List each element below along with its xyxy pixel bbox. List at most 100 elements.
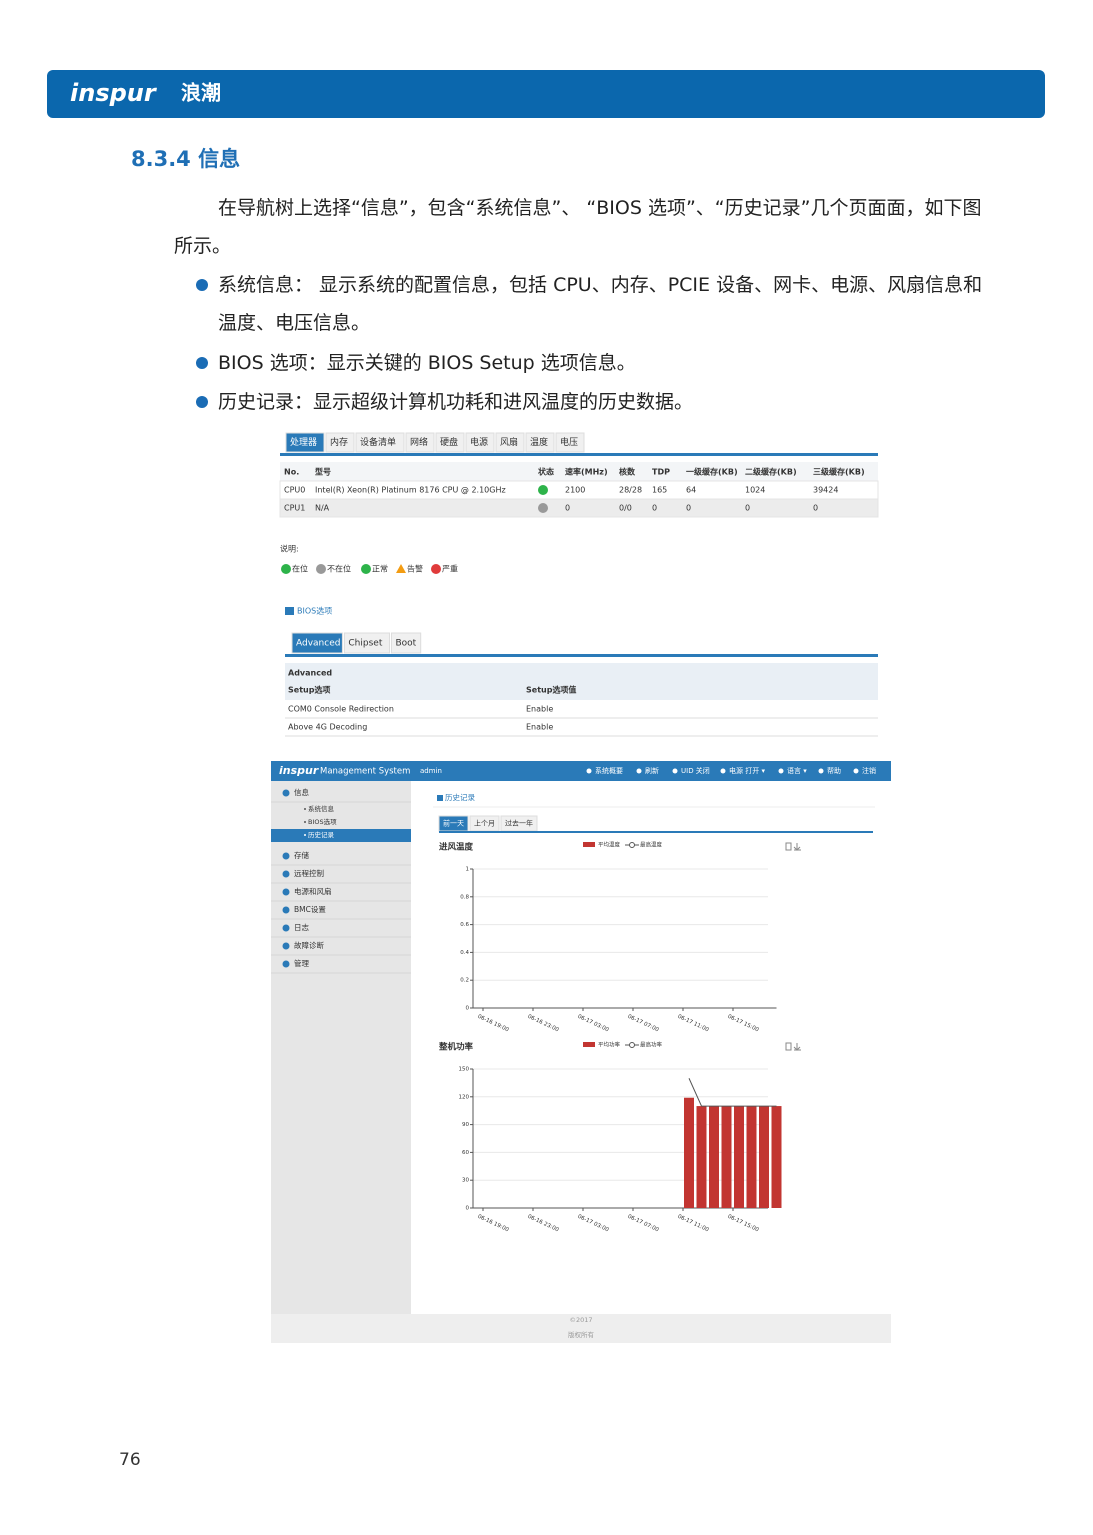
tab-label: 电压: [560, 436, 578, 448]
table-cell: N/A: [315, 504, 330, 513]
tab-label: 处理器: [290, 436, 317, 448]
bar: [734, 1106, 744, 1208]
table-cell: Enable: [526, 705, 553, 714]
sidebar-item: 管理: [294, 958, 309, 968]
tab-underline: [280, 453, 878, 456]
table-cell: 64: [686, 486, 696, 495]
table-cell: 1024: [745, 486, 765, 495]
nav-item: 注销: [862, 766, 876, 775]
legend-title: 说明:: [280, 544, 299, 554]
table-cell: 2100: [565, 486, 585, 495]
sidebar-item: 日志: [294, 922, 309, 932]
table-header: TDP: [652, 468, 670, 477]
page-number: 76: [119, 1450, 141, 1470]
bar: [746, 1106, 757, 1208]
status-dot: [538, 485, 548, 495]
tab: [405, 432, 435, 453]
footer-text: ©2017: [569, 1316, 592, 1324]
bar: [709, 1106, 719, 1208]
table-cell: 165: [652, 486, 667, 495]
tab-label: Chipset: [348, 639, 382, 649]
nav-icon: [586, 768, 592, 774]
tab: [435, 432, 465, 453]
legend-label: 最高温度: [640, 841, 663, 849]
table-cell: 0: [686, 504, 691, 513]
tab: [495, 432, 525, 453]
download-icon: [785, 1042, 792, 1051]
legend-icon: [396, 564, 406, 573]
tab-label: 前一天: [443, 819, 464, 828]
sidebar-item: 存储: [294, 850, 309, 860]
table-header: 核数: [619, 467, 636, 477]
table-header: 速率(MHz): [565, 467, 608, 477]
tab: [525, 432, 555, 453]
tab: [391, 632, 422, 654]
tab: [555, 432, 585, 453]
tab-label: Advanced: [296, 639, 340, 649]
y-tick-label: 30: [462, 1178, 469, 1184]
tab: [355, 432, 405, 453]
y-tick-label: 0.8: [460, 894, 469, 900]
tab-label: 设备清单: [360, 436, 396, 448]
y-tick-label: 120: [459, 1094, 470, 1100]
y-tick-label: 0: [466, 1006, 470, 1012]
section-icon: [437, 795, 443, 801]
table-cell: Above 4G Decoding: [288, 723, 367, 732]
logo: inspur: [70, 79, 158, 107]
table-cell: CPU0: [284, 486, 305, 495]
legend-label: 不在位: [327, 564, 351, 574]
legend-swatch: [583, 842, 595, 847]
top-bar: [271, 761, 891, 781]
table-header: 型号: [315, 467, 331, 477]
legend-label: 平均温度: [598, 841, 621, 849]
section-title: 8.3.4 信息: [131, 147, 240, 171]
group-bg: [285, 663, 878, 700]
sidebar-icon: [282, 888, 290, 896]
sidebar-icon: [282, 960, 290, 968]
tab-label: 上个月: [474, 819, 495, 828]
chart-title: 进风温度: [439, 842, 474, 853]
sidebar-icon: [282, 906, 290, 914]
sidebar-item: BMC设置: [294, 904, 326, 914]
bios-title: BIOS选项: [297, 606, 332, 616]
footer-text: 版权所有: [568, 1330, 595, 1339]
table-cell: Intel(R) Xeon(R) Platinum 8176 CPU @ 2.1…: [315, 486, 506, 495]
legend-label: 告警: [407, 564, 423, 574]
table-header: 状态: [538, 467, 554, 477]
y-tick-label: 60: [462, 1150, 469, 1156]
sidebar-icon: [282, 852, 290, 860]
nav-item: 语言 ▾: [787, 766, 807, 775]
nav-icon: [672, 768, 678, 774]
sidebar-icon: [282, 789, 290, 797]
sidebar-icon: [282, 870, 290, 878]
y-tick-label: 1: [466, 867, 470, 873]
sidebar-subitem: 历史记录: [308, 830, 335, 839]
table-header-bg: [280, 462, 878, 481]
nav-icon: [720, 768, 726, 774]
legend-swatch: [629, 842, 635, 848]
tab: [465, 432, 495, 453]
tab-label: 过去一年: [505, 819, 533, 828]
sidebar-active: [271, 829, 411, 842]
download-icon: [785, 842, 792, 851]
nav-icon: [818, 768, 824, 774]
bar: [696, 1106, 707, 1208]
tab-label: Boot: [396, 639, 417, 649]
section-icon: [285, 607, 294, 615]
legend-icon: [431, 564, 441, 574]
legend-label: 在位: [292, 564, 308, 574]
sidebar-item: 远程控制: [294, 868, 324, 878]
tab-label: 温度: [530, 436, 548, 448]
header-bar: [47, 70, 1045, 118]
table-header: Setup选项: [288, 685, 330, 695]
bar: [759, 1106, 769, 1208]
legend-label: 最高功率: [640, 1041, 663, 1049]
sidebar-subitem: BIOS选项: [308, 817, 337, 826]
export-icon: [793, 843, 801, 851]
table-cell: 0: [745, 504, 750, 513]
group-title: Advanced: [288, 669, 332, 678]
legend-swatch: [583, 1042, 595, 1047]
table-cell: 0/0: [619, 504, 632, 513]
